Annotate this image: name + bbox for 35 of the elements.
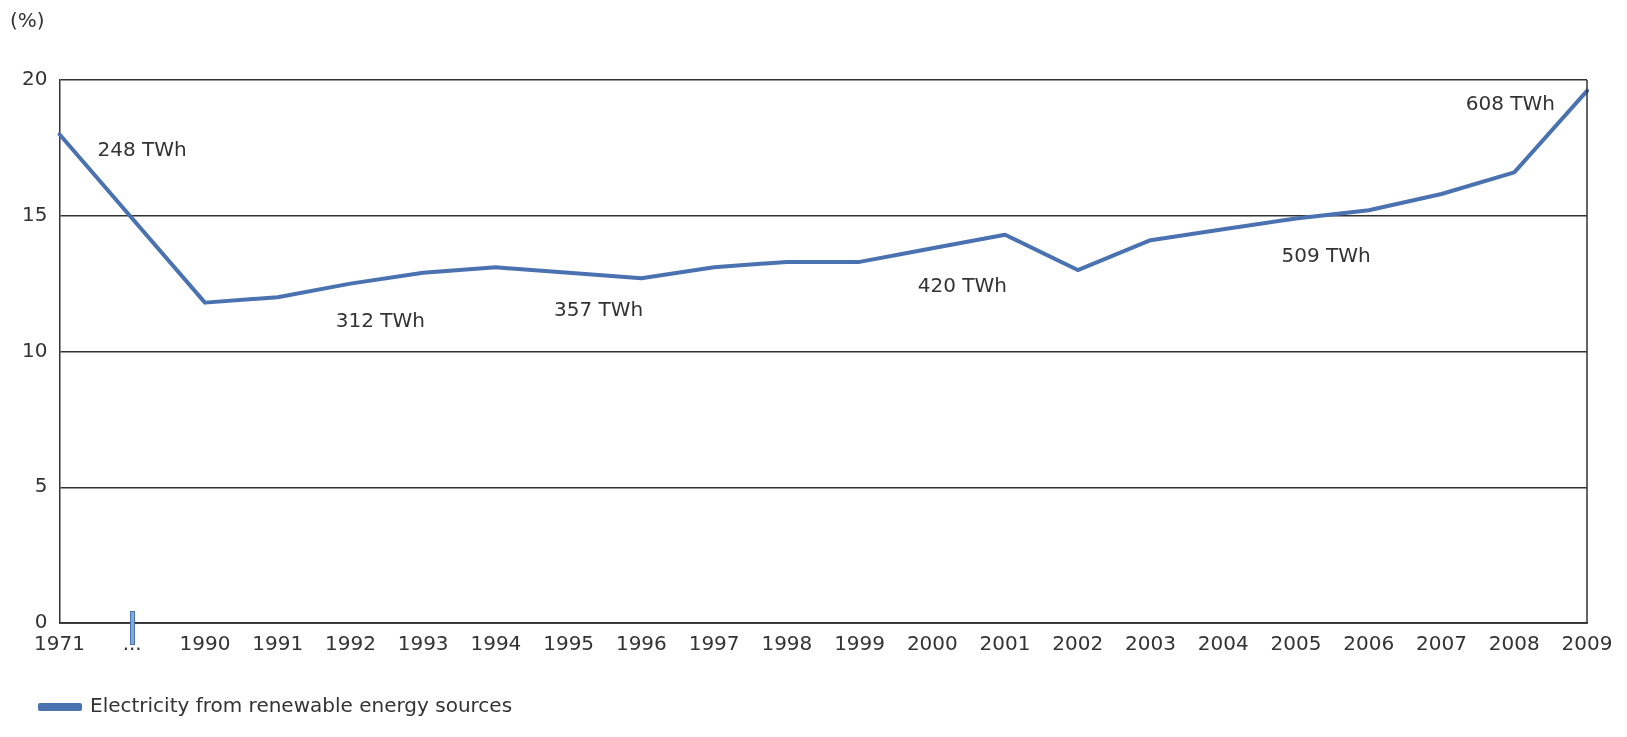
x-tick-label: 2001	[979, 631, 1031, 656]
x-tick-label: 2005	[1270, 631, 1322, 656]
y-tick-label: 15	[22, 201, 48, 226]
x-tick-label: 2009	[1561, 631, 1613, 656]
x-tick-label: 1997	[688, 631, 740, 656]
x-tick-label: 1996	[615, 631, 667, 656]
x-tick-label: 2000	[906, 631, 958, 656]
y-axis-title: (%)	[10, 8, 45, 33]
x-tick-label: 1999	[834, 631, 886, 656]
x-tick-label: 2004	[1197, 631, 1249, 656]
x-tick-label: 1994	[470, 631, 522, 656]
y-tick-label: 10	[22, 337, 48, 362]
annotation: 420 TWh	[917, 272, 1007, 297]
x-tick-label: 1971	[34, 631, 85, 656]
x-tick-label: ...	[122, 631, 142, 656]
x-tick-label: 2008	[1488, 631, 1540, 656]
x-tick-label: 2007	[1416, 631, 1467, 656]
annotation: 248 TWh	[97, 136, 187, 161]
x-tick-label: 1991	[252, 631, 304, 656]
annotation: 357 TWh	[554, 296, 644, 321]
x-tick-label: 1995	[543, 631, 595, 656]
x-tick-label: 2003	[1125, 631, 1177, 656]
x-tick-label: 1992	[324, 631, 376, 656]
x-tick-label: 1990	[179, 631, 231, 656]
annotation: 509 TWh	[1281, 242, 1371, 267]
x-tick-label: 2002	[1052, 631, 1104, 656]
y-tick-label: 20	[22, 66, 48, 91]
x-tick-label: 1993	[397, 631, 449, 656]
y-tick-label: 5	[34, 473, 48, 498]
annotation: 312 TWh	[335, 307, 426, 332]
legend-label: Electricity from renewable energy sources	[90, 693, 513, 718]
y-tick-label: 0	[34, 609, 48, 634]
annotation: 608 TWh	[1465, 91, 1555, 116]
x-tick-label: 1998	[761, 631, 813, 656]
x-tick-label: 2006	[1343, 631, 1395, 656]
